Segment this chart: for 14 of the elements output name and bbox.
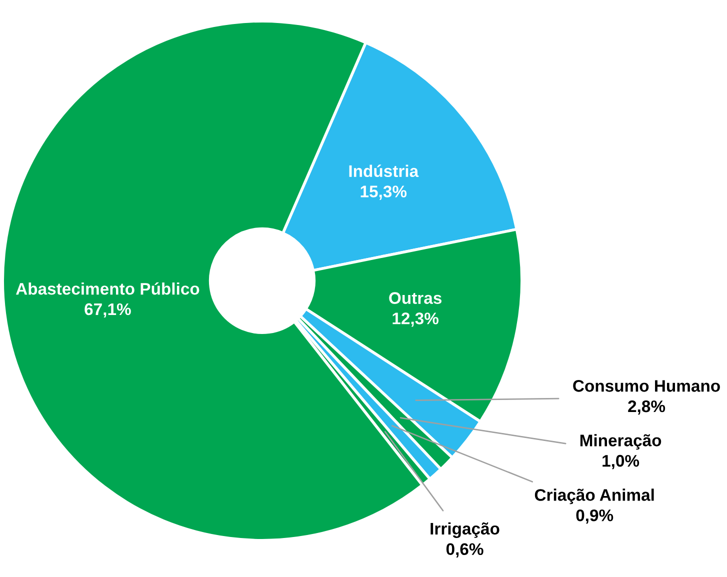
data-label: 12,3%: [392, 312, 438, 327]
slice-label: Outras: [389, 292, 442, 304]
data-label: 15,3%: [360, 186, 407, 200]
data-label: 2,8%: [628, 400, 666, 415]
slice-label: Irrigação: [430, 522, 500, 538]
slice-label: Indústria: [349, 164, 419, 178]
data-label: 0,6%: [446, 543, 484, 558]
slice-label: Consumo Humano: [573, 380, 720, 392]
slice-label: Criação Animal: [534, 488, 654, 504]
slice-label: Abastecimento Público: [16, 282, 200, 295]
slice-label: Mineração: [580, 434, 662, 450]
data-label: 0,9%: [576, 509, 614, 524]
data-label: 67,1%: [84, 303, 131, 318]
data-label: 1,0%: [602, 454, 640, 470]
